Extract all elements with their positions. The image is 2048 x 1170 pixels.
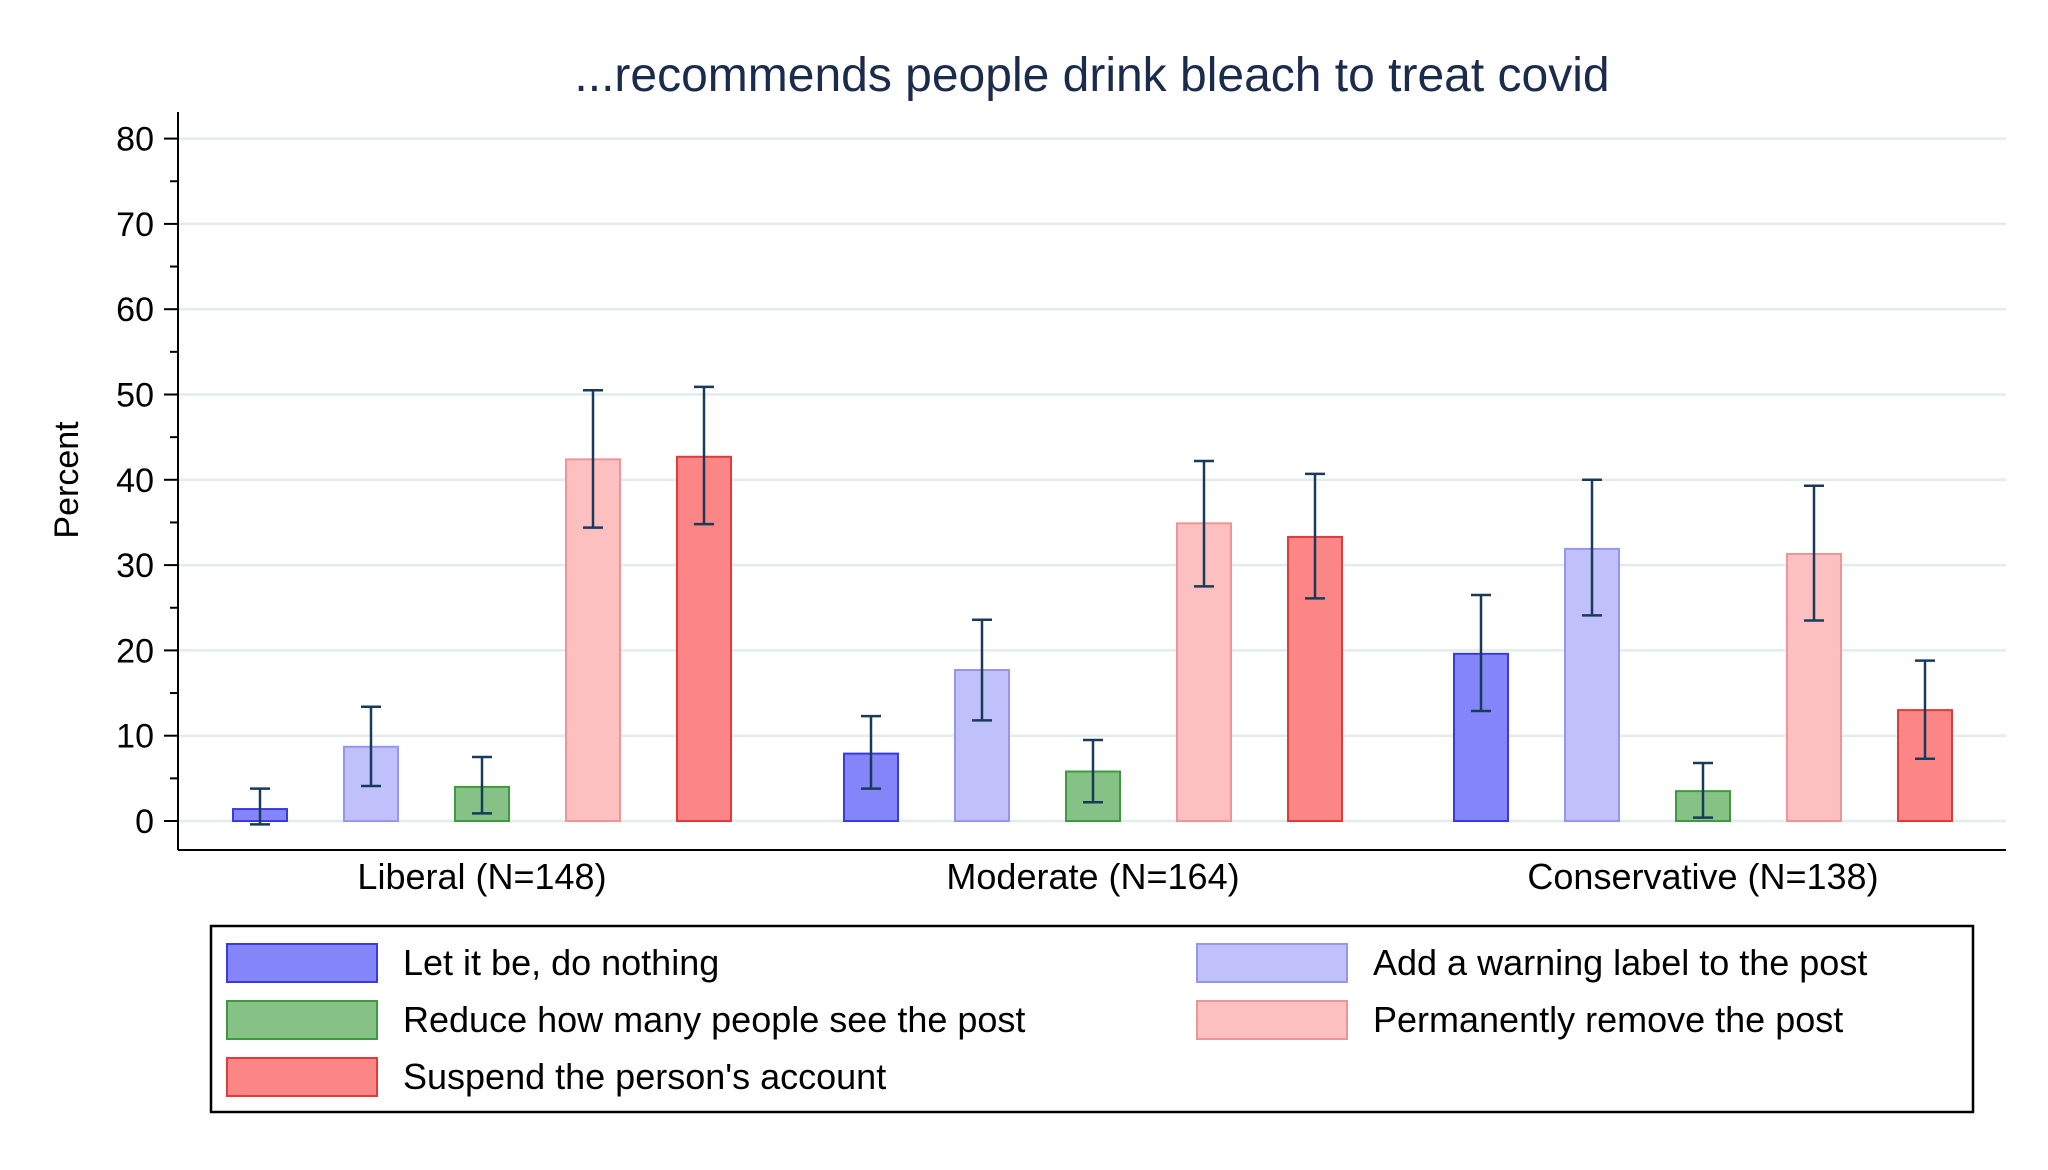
legend-swatch xyxy=(1196,1000,1348,1040)
legend-label: Add a warning label to the post xyxy=(1373,942,1867,983)
legend-swatch xyxy=(226,943,378,983)
x-category-label: Liberal (N=148) xyxy=(357,856,606,897)
legend-label: Permanently remove the post xyxy=(1373,999,1843,1040)
y-tick-label: 20 xyxy=(116,632,154,670)
axes: 0 10 20 30 40 50 60 70 80 Liberal (N=148) Moderate… xyxy=(116,112,2006,897)
legend-swatch xyxy=(226,1000,378,1040)
y-tick-label: 80 xyxy=(116,121,154,159)
legend-swatch xyxy=(1196,943,1348,983)
y-tick-label: 0 xyxy=(135,803,154,841)
error-bars xyxy=(250,385,1935,826)
chart-title: ...recommends people drink bleach to tre… xyxy=(574,49,1609,102)
legend-label: Reduce how many people see the post xyxy=(403,999,1025,1040)
y-tick-label: 60 xyxy=(116,291,154,329)
legend: Let it be, do nothing Add a warning label… xyxy=(209,924,1975,1114)
y-tick-label: 30 xyxy=(116,547,154,585)
legend-label: Let it be, do nothing xyxy=(403,942,719,983)
y-tick-label: 70 xyxy=(116,206,154,244)
legend-label: Suspend the person's account xyxy=(403,1056,886,1097)
x-category-label: Moderate (N=164) xyxy=(946,856,1239,897)
y-tick-label: 40 xyxy=(116,462,154,500)
y-tick-label: 50 xyxy=(116,377,154,415)
y-tick-label: 10 xyxy=(116,718,154,756)
y-axis-label: Percent xyxy=(48,421,86,539)
legend-swatch xyxy=(226,1057,378,1097)
legend-box xyxy=(209,924,1975,1114)
x-category-label: Conservative (N=138) xyxy=(1527,856,1878,897)
